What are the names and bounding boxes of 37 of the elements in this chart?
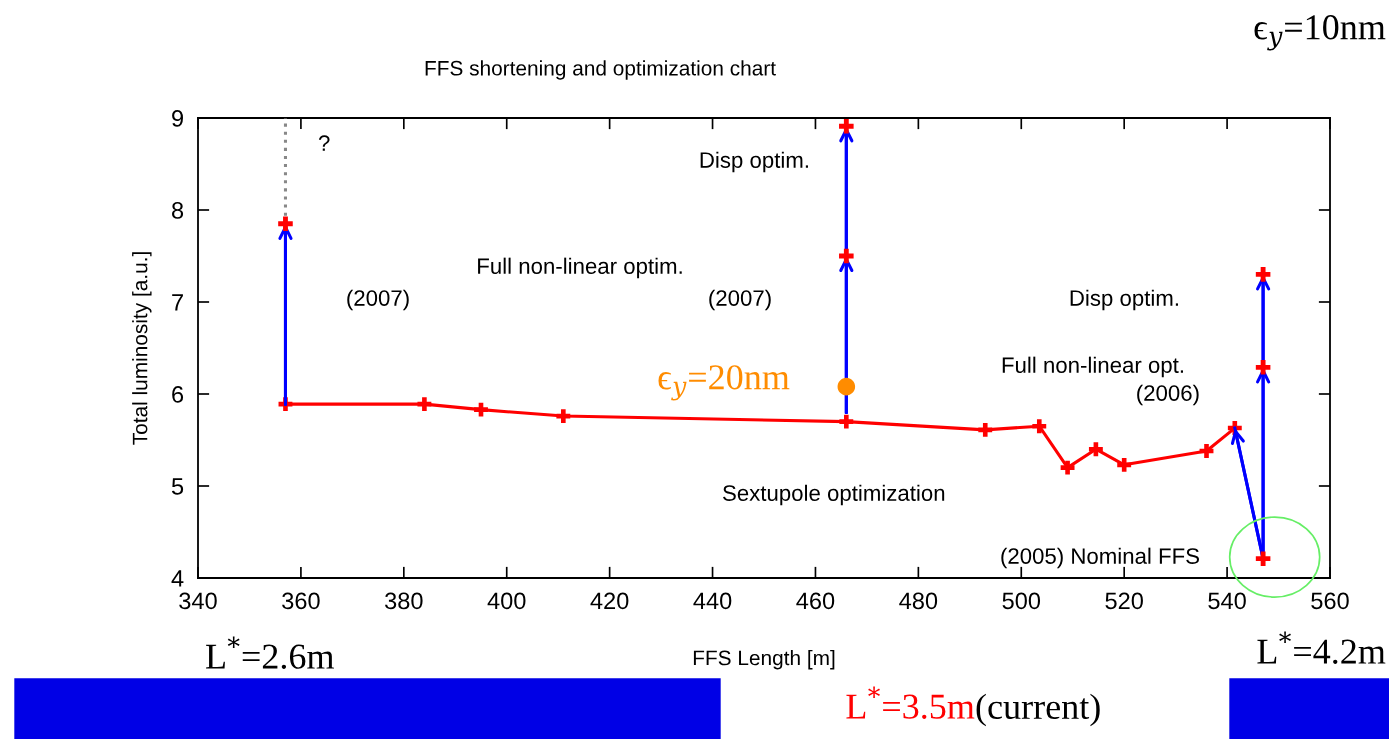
x-tick-label: 480 [899,592,938,610]
text: ϵ$_{y}$=10nm [1254,15,1386,51]
y-axis-title: Total luminosity [a.u.] [132,252,152,445]
x-tick-label: 540 [1208,592,1246,610]
annotation: Full non-linear opt. [1002,356,1183,378]
text: (current) [976,693,1100,727]
x-axis-title: FFS Length [m] [693,650,835,670]
x-tick-label: 460 [796,592,835,610]
annotation: (2006) [1137,384,1199,406]
x-tick-label: 420 [590,592,629,610]
text: L$^{*}$=4.2m [1257,631,1386,664]
annotation: ϵ$_{y}$=20nm [658,365,790,401]
annotation: Disp optim. [1070,289,1178,311]
chart-title: FFS shortening and optimization chart [425,60,776,80]
x-tick-label: 400 [487,592,526,610]
annotation: ? [318,135,330,151]
annotation: (2005) Nominal FFS [1001,547,1199,569]
x-tick-label: 520 [1105,592,1143,610]
y-tick-label: 4 [171,570,184,587]
annotation: (2007) [347,289,409,311]
y-tick-label: 6 [172,386,184,403]
y-tick-label: 8 [172,202,184,219]
x-tick-label: 560 [1311,592,1349,610]
y-tick-label: 9 [172,110,183,127]
x-tick-label: 500 [1002,592,1041,610]
x-tick-label: 380 [385,592,423,610]
text: L$^{*}$=2.6m [206,636,334,669]
annotation: (2007) [709,289,771,311]
annotation: Sextupole optimization [723,484,945,506]
x-tick-label: 360 [282,592,320,610]
x-tick-label: 440 [693,592,732,610]
x-tick-label: 340 [179,592,217,610]
text: L$^{*}$=3.5m [846,686,975,719]
annotation: Full non-linear optim. [478,257,682,279]
annotation: Disp optim. [700,151,808,173]
y-tick-label: 7 [172,294,183,311]
y-tick-label: 5 [171,478,184,495]
